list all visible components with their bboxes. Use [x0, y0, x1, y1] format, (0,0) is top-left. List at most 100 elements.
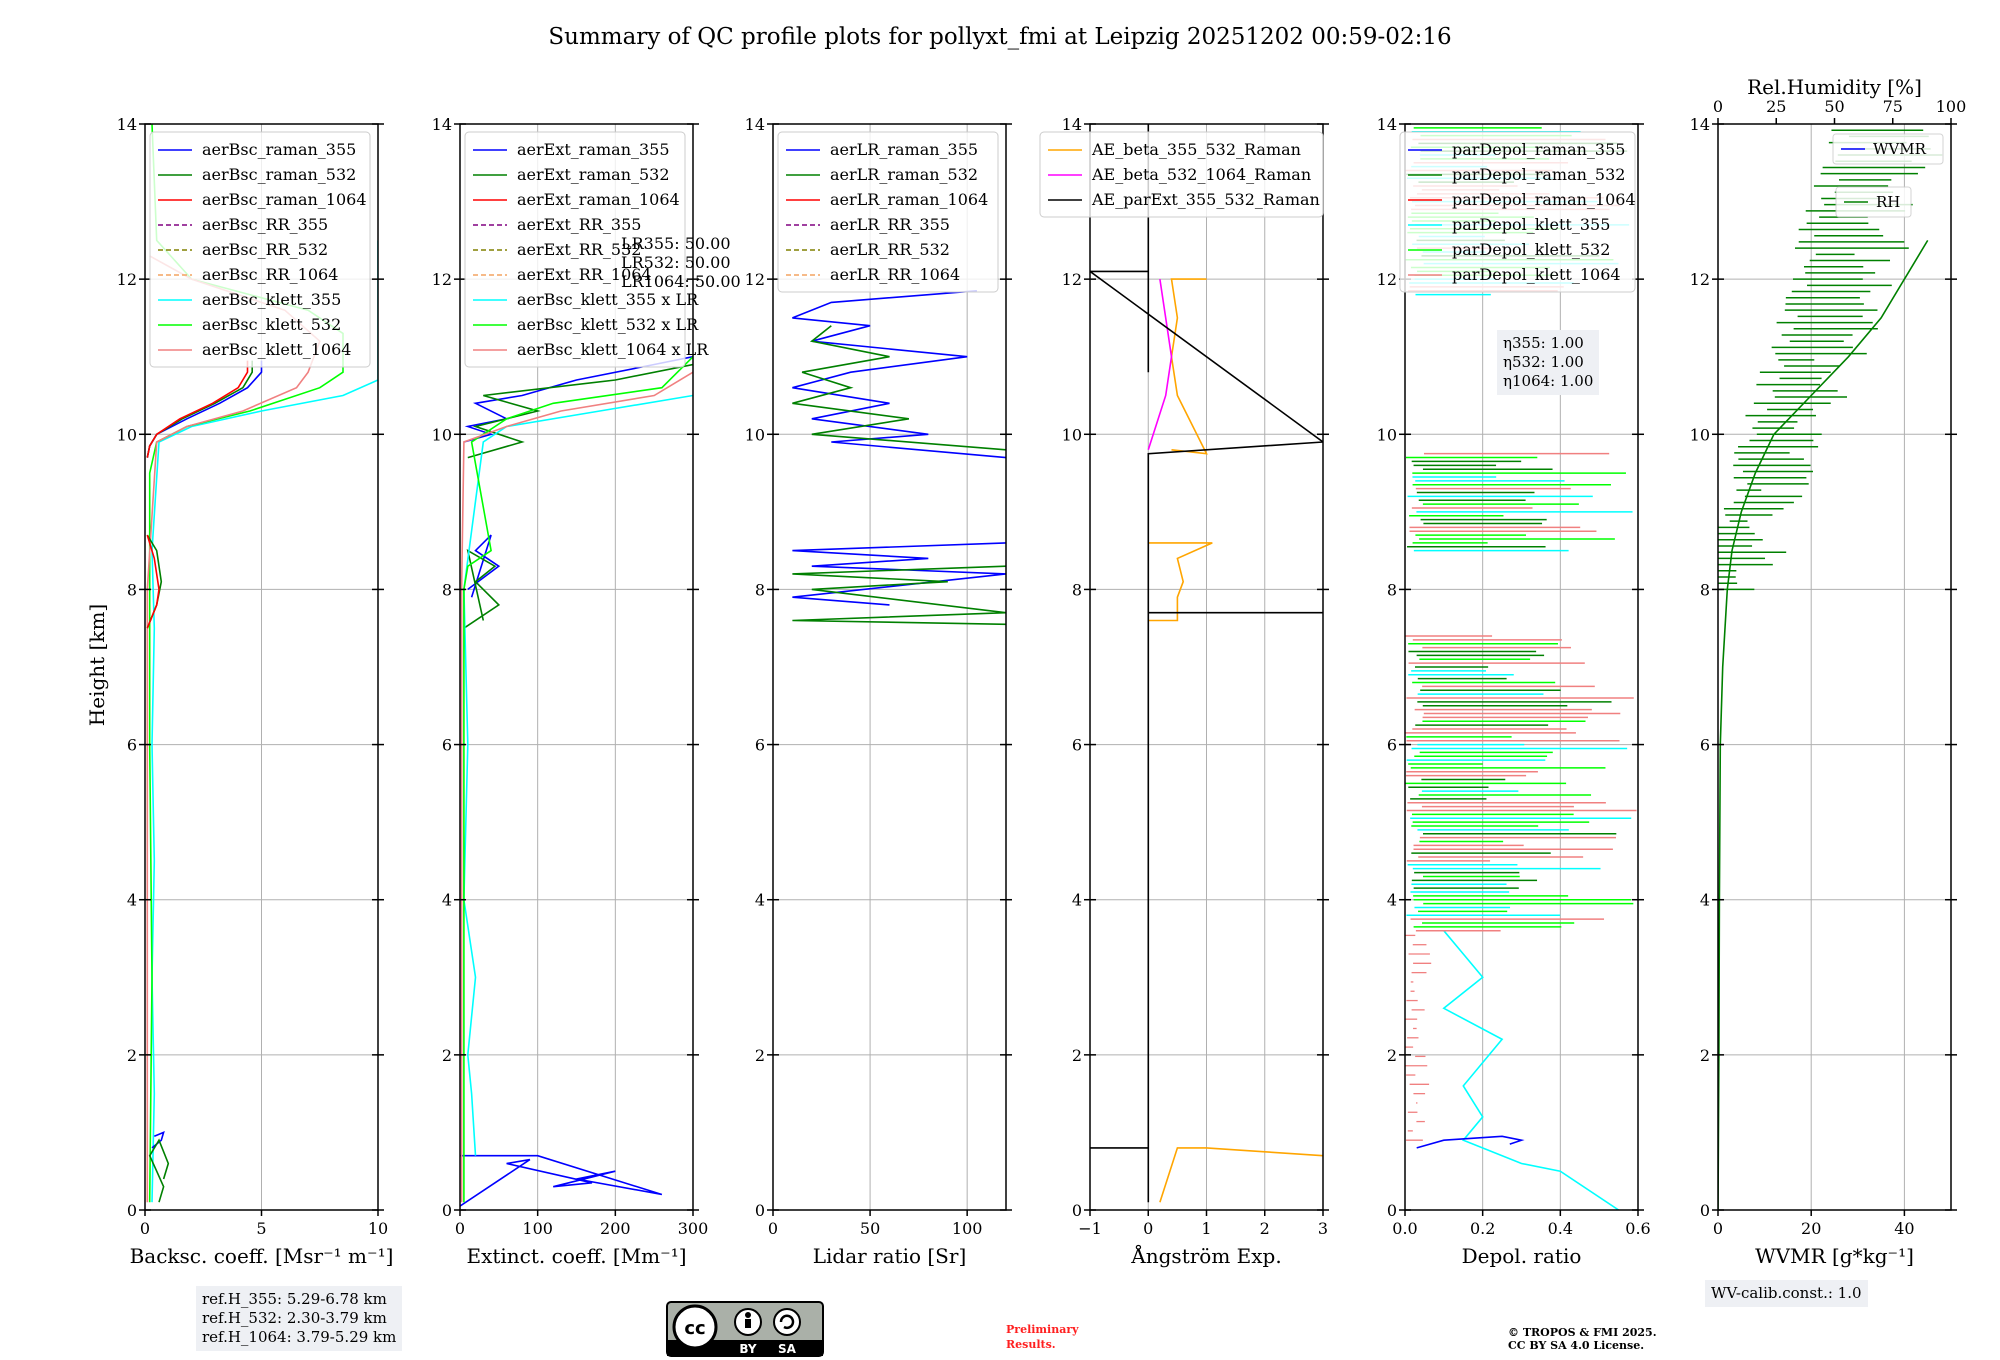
y-tick-label: 2 [127, 1046, 137, 1065]
y-tick-label: 14 [1377, 115, 1397, 134]
ref-height-1064: ref.H_1064: 3.79-5.29 km [202, 1328, 397, 1346]
lr-annotation: LR1064: 50.00 [621, 272, 741, 291]
legend-box [1832, 133, 1944, 165]
x-tick-label: 10 [368, 1219, 388, 1238]
plot-frame [459, 123, 694, 1211]
y-tick-label: 8 [1700, 580, 1710, 599]
legend-label: parDepol_raman_355 [1452, 140, 1625, 159]
y-tick-label: 12 [1690, 270, 1710, 289]
wv-calib-box: WV-calib.const.: 1.0 [1705, 1280, 1868, 1307]
x-tick-label: 5 [256, 1219, 266, 1238]
y-tick-label: 12 [745, 270, 765, 289]
legend-label: aerBsc_RR_532 [202, 240, 328, 259]
x-tick-label: 0 [768, 1219, 778, 1238]
legend-label: AE_beta_532_1064_Raman [1091, 165, 1311, 184]
y-tick-label: 6 [127, 736, 137, 755]
y-tick-label: 14 [1690, 115, 1710, 134]
y-tick-label: 4 [1072, 891, 1082, 910]
eta-355: η355: 1.00 [1503, 334, 1584, 352]
x-tick-label: −1 [1078, 1219, 1102, 1238]
y-tick-label: 4 [127, 891, 137, 910]
eta-box: η355: 1.00 η532: 1.00 η1064: 1.00 [1497, 330, 1600, 395]
y-tick-label: 10 [1690, 425, 1710, 444]
y-tick-label: 12 [1062, 270, 1082, 289]
y-tick-label: 6 [1387, 736, 1397, 755]
legend-label: aerBsc_klett_1064 x LR [517, 340, 709, 359]
y-tick-label: 8 [127, 580, 137, 599]
legend-box [464, 131, 686, 368]
x-tick-label: 50 [860, 1219, 880, 1238]
series-line-aerLR_raman_532 [792, 325, 1006, 451]
plot-frame [1404, 123, 1639, 1211]
y-tick-label: 12 [432, 270, 452, 289]
series-line-aerLR_raman_532_mid [792, 565, 1006, 626]
y-tick-label: 6 [755, 736, 765, 755]
panel-2: 0 2 4 6 8 10 12 14 0 100 200 300 Extinct. coeff. [Mm… [432, 115, 741, 1268]
y-tick-label: 12 [1377, 270, 1397, 289]
legend-label: aerBsc_klett_355 x LR [517, 290, 699, 309]
legend-label: aerLR_RR_355 [830, 215, 950, 234]
y-tick-label: 2 [1387, 1046, 1397, 1065]
ref-height-355: ref.H_355: 5.29-6.78 km [202, 1290, 387, 1308]
x-axis-label: Depol. ratio [1462, 1244, 1582, 1268]
y-tick-label: 0 [1700, 1201, 1710, 1220]
x-tick-label: 3 [1318, 1219, 1328, 1238]
x-tick-label: 0 [1143, 1219, 1153, 1238]
x-axis-label: Extinct. coeff. [Mm⁻¹] [466, 1244, 686, 1268]
panel-1: 0 2 4 6 8 10 12 14 0 5 10 Backsc. coeff. [Msr⁻¹ m⁻¹… [117, 115, 394, 1268]
by-label: BY [739, 1342, 756, 1356]
legend-label: AE_beta_355_532_Raman [1091, 140, 1301, 159]
y-tick-label: 2 [755, 1046, 765, 1065]
preliminary-line-1: Preliminary [1006, 1323, 1079, 1336]
y-tick-label: 0 [1387, 1201, 1397, 1220]
series-line-aerExt_raman_355 [460, 1154, 663, 1207]
x-axis-label: Ångström Exp. [1130, 1243, 1281, 1268]
preliminary-line-2: Results. [1006, 1338, 1056, 1351]
x-tick-label: 100 [952, 1219, 983, 1238]
series-group [146, 124, 378, 1203]
series-line-AE_beta_355_532_Raman_m [1148, 542, 1213, 622]
lr-annotation: LR355: 50.00 [621, 234, 731, 253]
y-tick-label: 14 [432, 115, 452, 134]
x2-tick-label: 0 [1713, 97, 1723, 116]
series-line-aerExt_raman_532_mid [463, 549, 501, 629]
series-line-AE_beta_355_532_Raman [1159, 1147, 1323, 1203]
series-group [792, 290, 1006, 626]
legend-label: parDepol_raman_532 [1452, 165, 1625, 184]
x-tick-label: 0.4 [1548, 1219, 1573, 1238]
x2-tick-label: 25 [1766, 97, 1786, 116]
x2-tick-label: 50 [1824, 97, 1844, 116]
x-axis-label: Backsc. coeff. [Msr⁻¹ m⁻¹] [130, 1244, 394, 1268]
series-line-aerExt_raman_532 [467, 363, 693, 459]
y-tick-label: 8 [1072, 580, 1082, 599]
x-tick-label: 20 [1801, 1219, 1821, 1238]
legend-label: aerExt_RR_1064 [517, 265, 652, 284]
figure-title: Summary of QC profile plots for pollyxt_… [548, 24, 1451, 50]
legend-label: aerBsc_klett_532 [202, 315, 341, 334]
cc-icon [672, 1304, 718, 1350]
y-tick-label: 0 [127, 1201, 137, 1220]
series-line-AE_beta_355_532_Raman_u [1170, 278, 1208, 455]
series-line-WVMR [1718, 239, 1929, 1210]
panel-3: 0 2 4 6 8 10 12 14 0 50 100 Lidar ratio [Sr] aerLR_r… [745, 115, 1012, 1268]
x-tick-label: 2 [1260, 1219, 1270, 1238]
reference-heights-box: ref.H_355: 5.29-6.78 km ref.H_532: 2.30-… [196, 1286, 403, 1351]
legend-label: parDepol_klett_532 [1452, 240, 1610, 259]
x2-tick-label: 75 [1883, 97, 1903, 116]
legend-label: aerBsc_raman_1064 [202, 190, 367, 209]
series-group [1090, 124, 1323, 1203]
y-tick-label: 2 [1700, 1046, 1710, 1065]
x-tick-label: 0.0 [1392, 1219, 1417, 1238]
legend-label: aerLR_RR_1064 [830, 265, 960, 284]
y-tick-label: 2 [1072, 1046, 1082, 1065]
series-line-aerBsc_raman_cloud8_red [146, 534, 160, 629]
y-tick-label: 14 [117, 115, 137, 134]
x-axis-label: Lidar ratio [Sr] [813, 1244, 967, 1268]
y-tick-label: 10 [117, 425, 137, 444]
legend-label: aerLR_raman_532 [830, 165, 978, 184]
y-tick-label: 6 [442, 736, 452, 755]
y-tick-label: 14 [1062, 115, 1082, 134]
y-tick-label: 8 [1387, 580, 1397, 599]
cc-license-badge[interactable]: cc BY SA [666, 1301, 824, 1357]
